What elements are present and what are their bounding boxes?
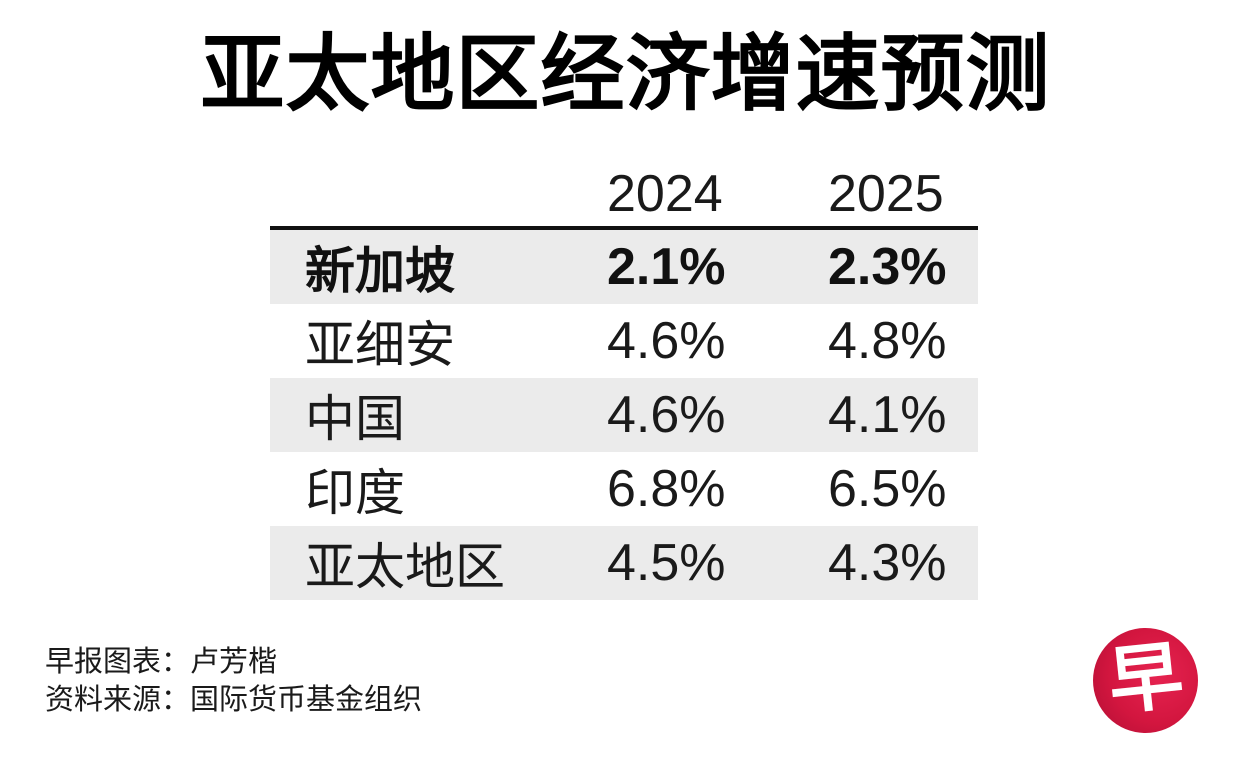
table-body: 新加坡 2.1% 2.3% 亚细安 4.6% 4.8% 中国 4.6% 4.1%… [270,226,978,600]
value-2024: 4.6% [607,312,726,370]
zaobao-logo: 早 [1093,628,1198,733]
row-label: 中国 [305,391,405,447]
column-header-2024: 2024 [607,165,723,223]
row-label: 印度 [305,465,405,521]
table-header-row: 2024 2025 [270,158,978,226]
chart-credit-text: 早报图表：卢芳楷 [45,646,278,678]
page-title: 亚太地区经济增速预测 [200,27,1051,121]
zaobao-logo-glyph: 早 [1104,632,1187,724]
value-2025: 4.1% [828,386,947,444]
row-label: 亚细安 [305,317,455,373]
value-2024: 6.8% [607,460,726,518]
value-2024: 4.5% [607,534,726,592]
table-row-asean: 亚细安 4.6% 4.8% [270,304,978,378]
data-source-text: 资料来源：国际货币基金组织 [45,684,423,716]
value-2025: 4.3% [828,534,947,592]
value-2024: 4.6% [607,386,726,444]
footer-credits: 早报图表：卢芳楷 资料来源：国际货币基金组织 [45,643,422,719]
row-label: 新加坡 [305,243,455,299]
value-2025: 6.5% [828,460,947,518]
column-header-2025: 2025 [828,165,944,223]
value-2025: 2.3% [828,238,947,296]
table-row-singapore: 新加坡 2.1% 2.3% [270,230,978,304]
forecast-table: 2024 2025 新加坡 2.1% 2.3% 亚细安 4.6% 4.8% 中国… [270,158,978,600]
value-2024: 2.1% [607,238,726,296]
table-row-china: 中国 4.6% 4.1% [270,378,978,452]
table-row-india: 印度 6.8% 6.5% [270,452,978,526]
row-label: 亚太地区 [305,539,505,595]
value-2025: 4.8% [828,312,947,370]
table-row-asia-pacific: 亚太地区 4.5% 4.3% [270,526,978,600]
